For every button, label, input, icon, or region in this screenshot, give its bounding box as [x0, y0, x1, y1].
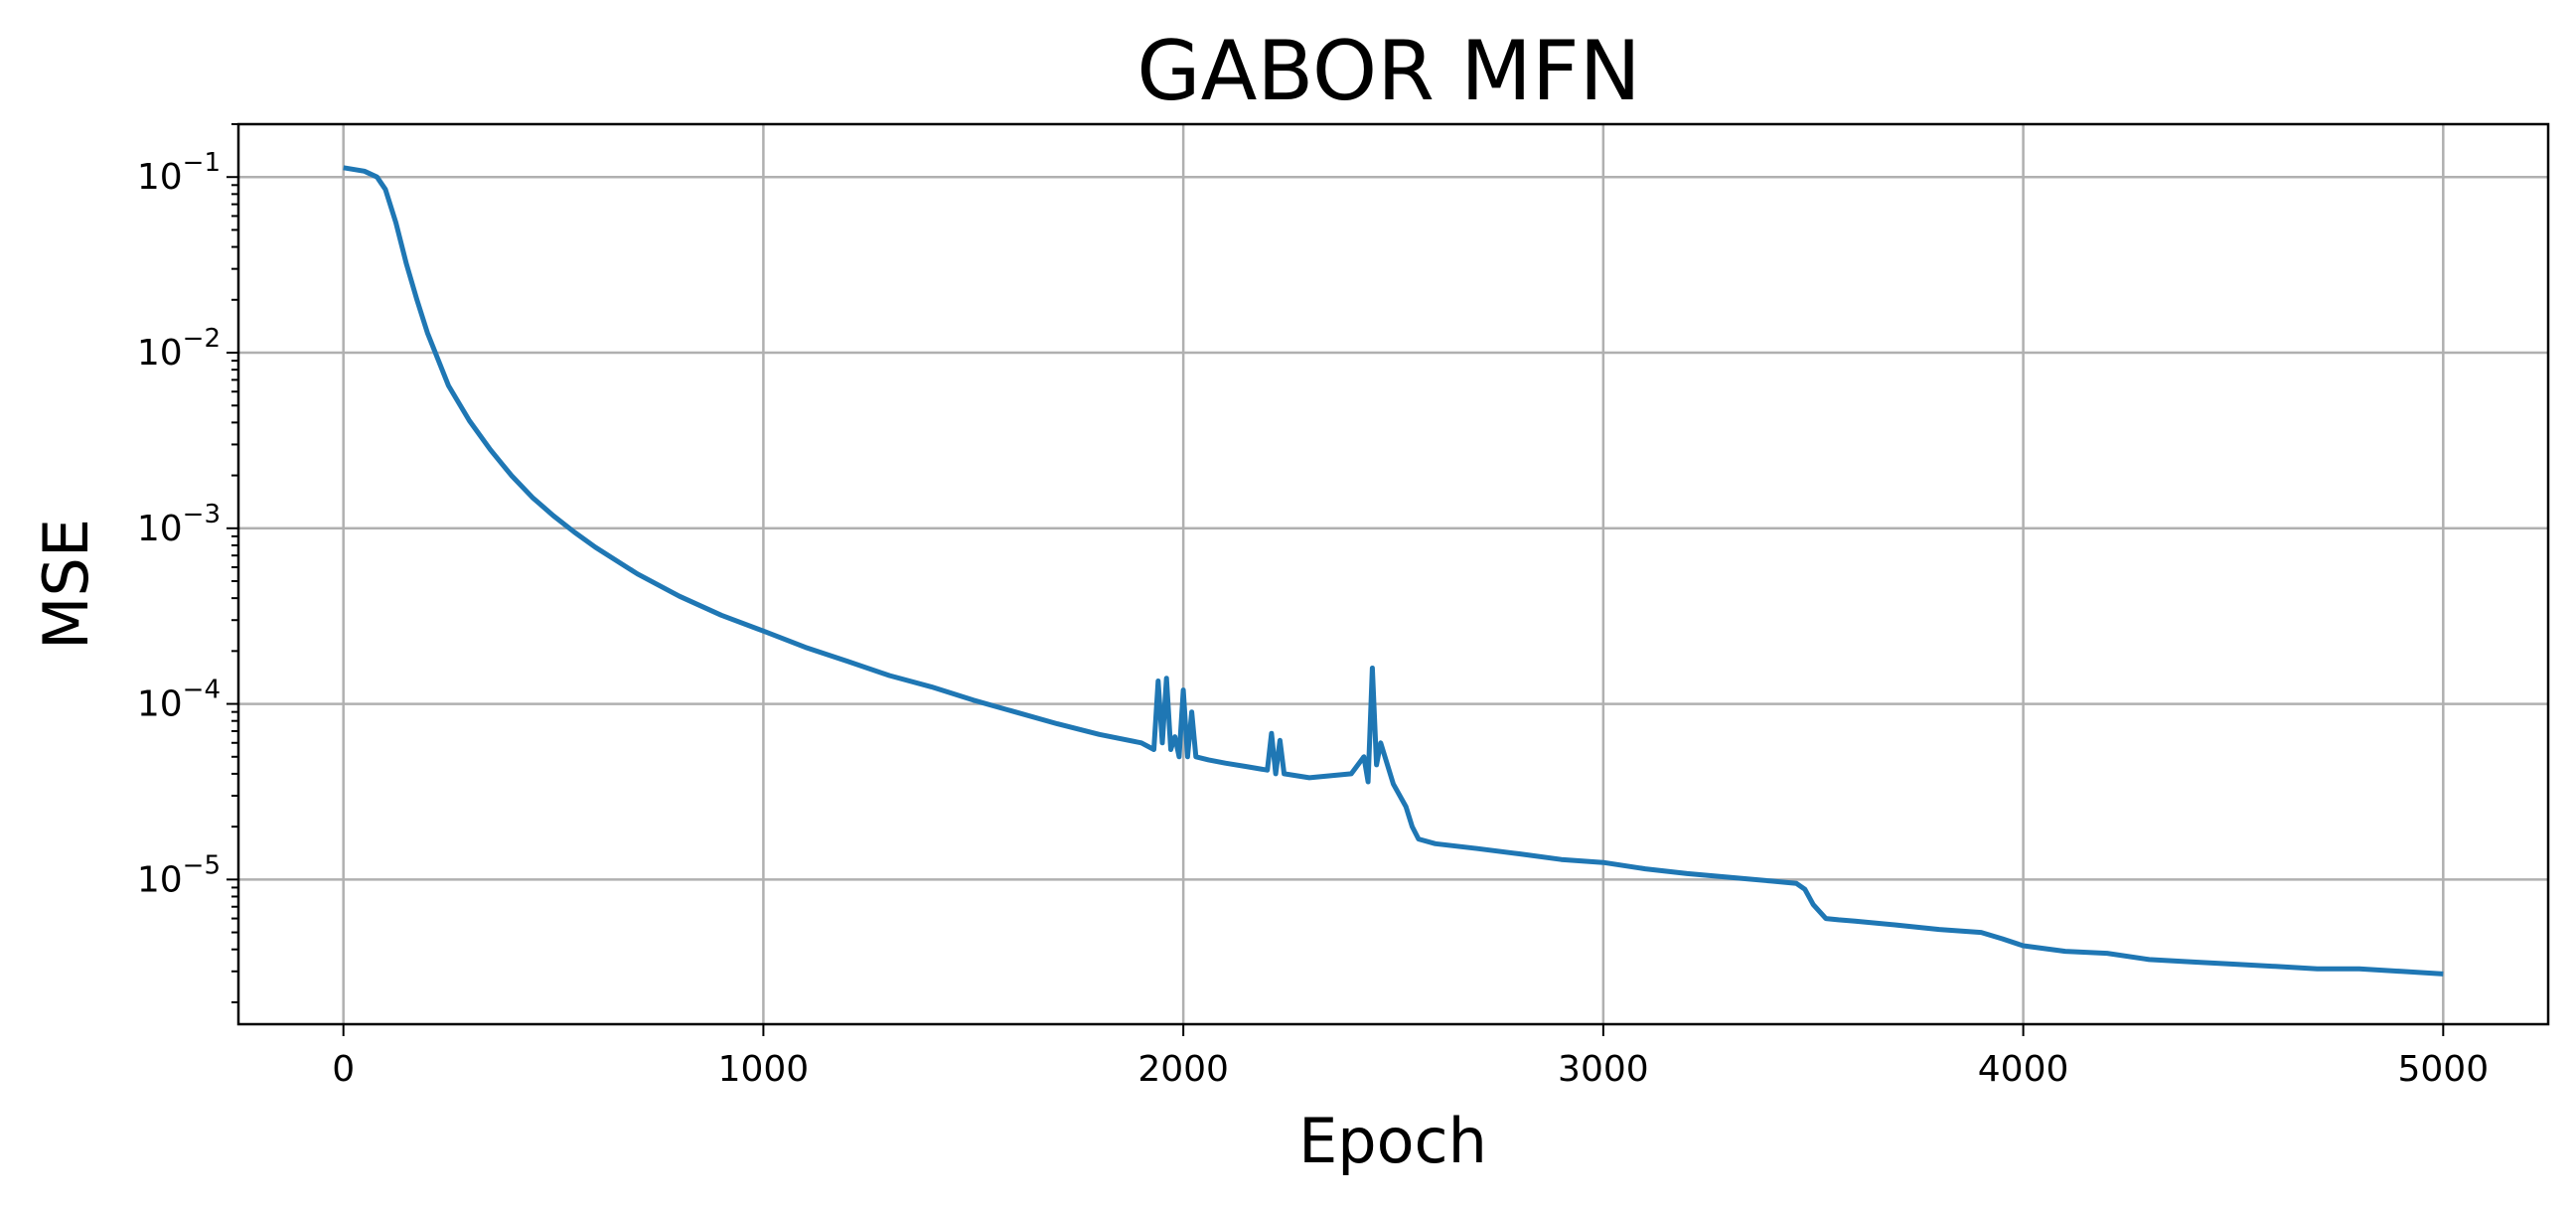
y-axis-label: MSE: [30, 519, 102, 650]
y-tick-label: 10−3: [137, 500, 221, 549]
series-layer: [343, 165, 2444, 977]
y-tick-label: 10−1: [137, 148, 221, 198]
x-tick-label: 2000: [1137, 1049, 1229, 1090]
y-tick-label: 10−4: [137, 676, 221, 725]
chart-title: GABOR MFN: [1136, 23, 1640, 119]
x-axis-label: Epoch: [1298, 1105, 1487, 1177]
y-tick-label: 10−2: [137, 324, 221, 374]
plot-frame: [236, 122, 2550, 1026]
x-tick-label: 0: [332, 1049, 355, 1090]
y-tick-label: 10−5: [137, 850, 221, 900]
x-tick-label: 5000: [2398, 1049, 2490, 1090]
ticks: 0 1000 2000 3000 4000 5000 10−1 10−2 10−3 10−4 10−…: [137, 123, 2490, 1090]
x-tick-label: 1000: [718, 1049, 810, 1090]
grid: [238, 124, 2548, 1024]
x-tick-label: 4000: [1978, 1049, 2069, 1090]
x-tick-label: 3000: [1558, 1049, 1649, 1090]
mse-series-line: [343, 165, 2444, 977]
